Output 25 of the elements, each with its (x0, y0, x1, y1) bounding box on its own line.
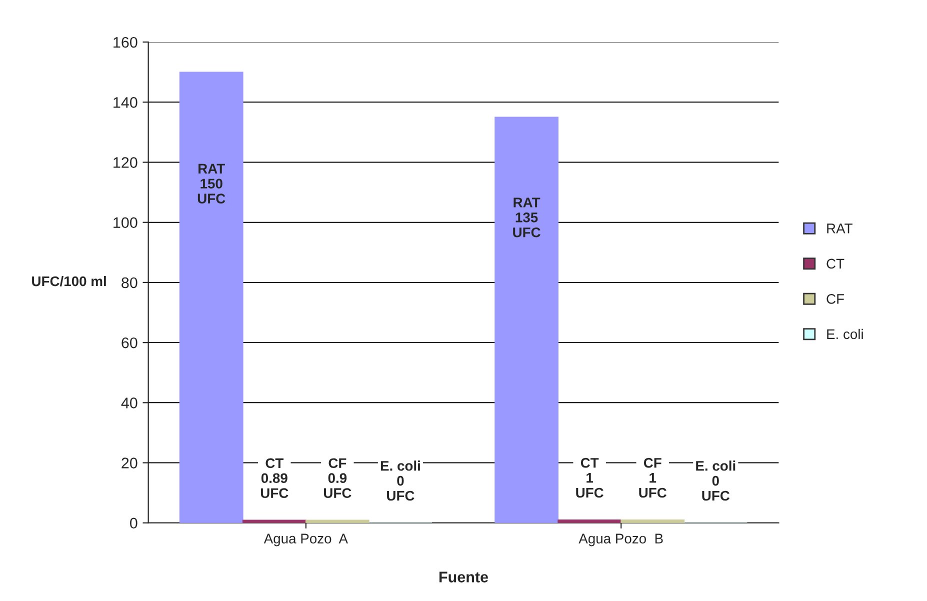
data-label: CT 0.89 UFC (260, 458, 288, 498)
data-label: RAT 150 UFC (198, 164, 226, 204)
legend-label: RAT (827, 224, 852, 234)
data-label: E. coli 0 UFC (696, 460, 736, 501)
legend-label: CF (826, 294, 844, 304)
x-axis-title: Fuente (439, 572, 488, 582)
x-tick-label: Agua Pozo B (578, 534, 663, 546)
y-tick-label: 0 (130, 518, 138, 529)
data-label: CF 1 UFC (639, 458, 666, 498)
y-axis-title: UFC/100 ml (32, 276, 106, 286)
y-tick-label: 160 (114, 36, 138, 48)
y-tick-label: 20 (122, 458, 138, 468)
x-tick-label: Agua Pozo A (264, 534, 348, 546)
y-tick-label: 60 (122, 337, 138, 348)
y-tick-label: 80 (122, 277, 138, 288)
data-label: E. coli 0 UFC (380, 460, 420, 501)
y-tick-label: 120 (114, 157, 138, 168)
data-label: CF 0.9 UFC (324, 458, 352, 498)
y-tick-label: 100 (114, 217, 138, 228)
data-label: RAT 135 UFC (513, 198, 540, 238)
y-tick-label: 40 (121, 398, 138, 408)
legend-label: E. coli (827, 328, 863, 340)
y-tick-label: 140 (114, 97, 138, 108)
legend-label: CT (826, 258, 844, 269)
data-label: CT 1 UFC (576, 458, 604, 498)
